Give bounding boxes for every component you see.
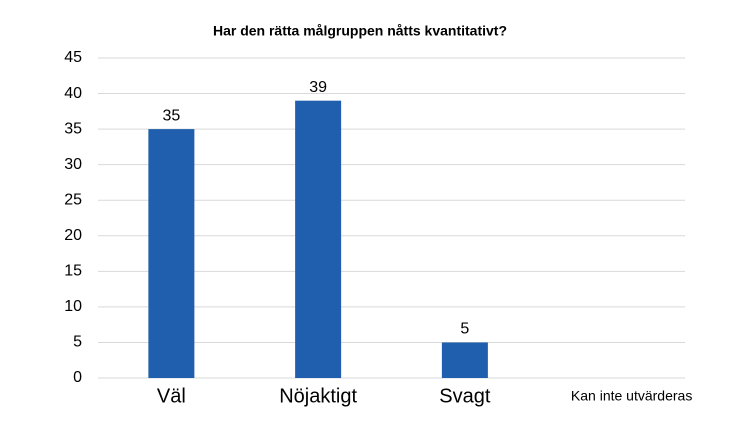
value-label: 39 [309, 79, 327, 96]
y-tick-label: 45 [64, 49, 82, 66]
value-label: 5 [460, 321, 469, 338]
bar [148, 129, 195, 378]
y-tick-label: 0 [73, 369, 82, 386]
x-tick-label: Väl [157, 385, 186, 407]
value-label: 35 [162, 107, 180, 124]
y-tick-label: 25 [64, 191, 82, 208]
x-tick-label: Svagt [439, 385, 491, 407]
chart-title: Har den rätta målgruppen nåtts kvantitat… [213, 23, 507, 39]
bar [295, 100, 342, 379]
y-tick-label: 10 [64, 298, 82, 315]
y-tick-label: 5 [73, 334, 82, 351]
y-tick-label: 35 [64, 120, 82, 137]
x-tick-label: Kan inte utvärderas [571, 388, 692, 404]
bar [441, 342, 488, 378]
y-tick-label: 20 [64, 227, 82, 244]
y-tick-label: 30 [64, 156, 82, 173]
x-tick-label: Nöjaktigt [279, 385, 357, 407]
y-tick-label: 15 [64, 263, 82, 280]
y-tick-label: 40 [64, 85, 82, 102]
